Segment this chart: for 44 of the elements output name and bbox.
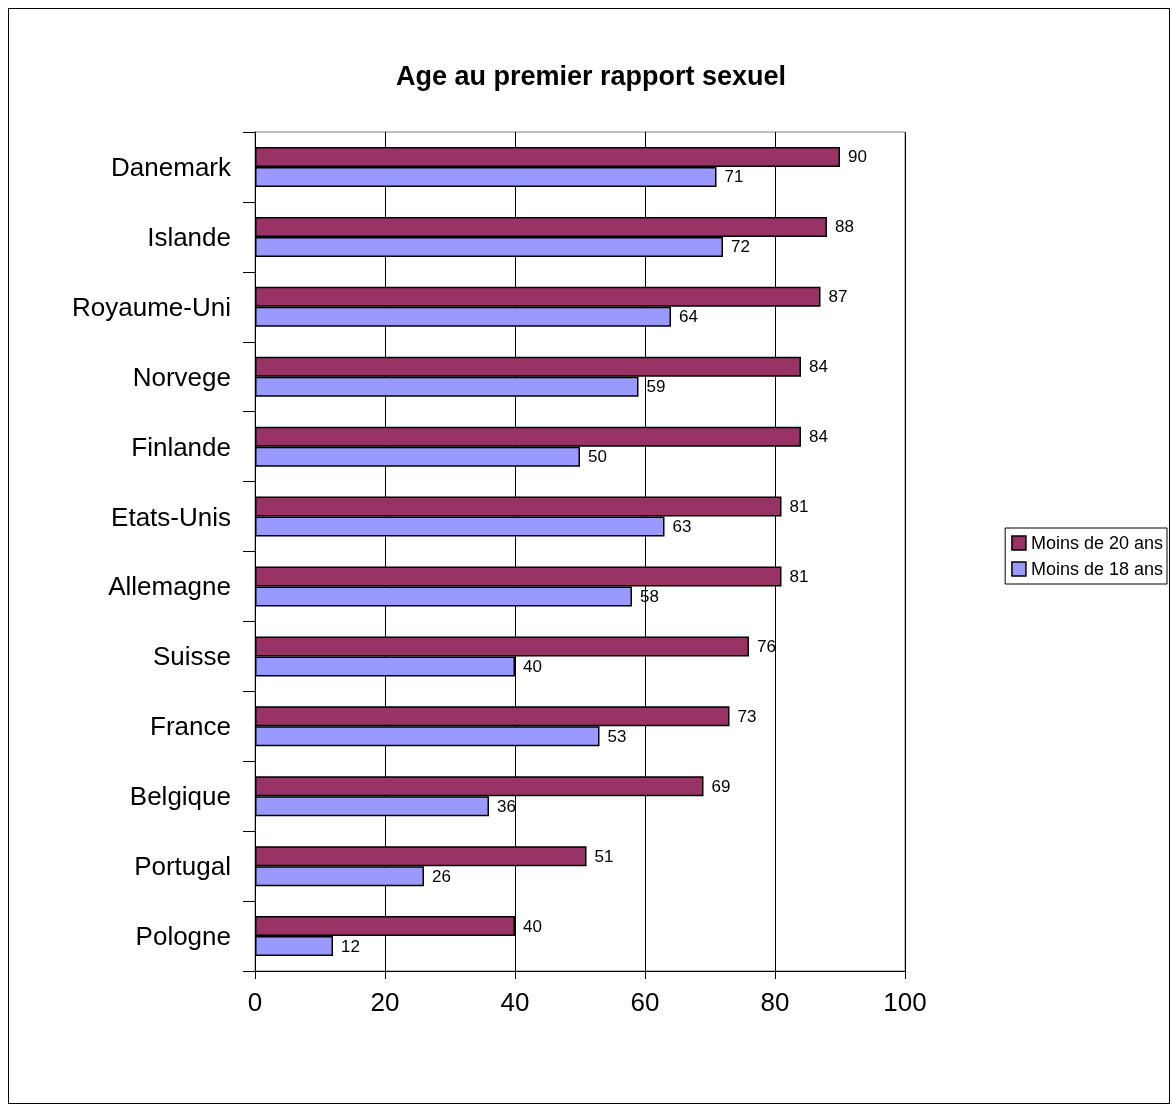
y-tick-label: Pologne: [135, 921, 231, 952]
data-label: 81: [789, 566, 809, 586]
data-label: 69: [711, 776, 731, 796]
chart-title: Age au premier rapport sexuel: [395, 60, 787, 91]
data-label: 84: [809, 427, 828, 447]
x-tick-label: 0: [247, 987, 263, 1017]
data-label: 71: [724, 167, 744, 187]
y-tick-label: Danemark: [111, 151, 232, 182]
data-label: 81: [789, 497, 809, 517]
y-tick-label: Finlande: [131, 431, 231, 462]
legend-label: Moins de 18 ans: [1030, 559, 1164, 579]
data-label: 40: [523, 916, 542, 936]
y-tick-label: Allemagne: [108, 571, 231, 602]
data-label: 72: [731, 237, 750, 257]
data-label: 64: [679, 307, 698, 327]
data-label: 87: [828, 287, 848, 307]
x-tick-label: 60: [630, 987, 660, 1017]
data-label: 12: [341, 936, 360, 956]
data-label: 84: [809, 357, 828, 377]
y-tick-label: Suisse: [152, 641, 231, 672]
data-label: 76: [757, 636, 776, 656]
data-label: 36: [497, 796, 516, 816]
y-tick-label: Islande: [147, 221, 231, 252]
data-label: 50: [588, 447, 607, 467]
y-tick-label: Portugal: [134, 851, 231, 882]
data-label: 90: [848, 147, 867, 167]
x-tick-label: 100: [883, 987, 927, 1017]
y-tick-label: Etats-Unis: [111, 501, 231, 532]
y-tick-label: Belgique: [129, 781, 231, 812]
y-tick-label: Norvege: [132, 361, 231, 392]
x-tick-label: 20: [370, 987, 400, 1017]
data-label: 26: [432, 866, 451, 886]
data-label: 53: [607, 726, 627, 746]
data-label: 73: [737, 706, 757, 726]
x-tick-label: 80: [760, 987, 790, 1017]
data-label: 51: [594, 846, 614, 866]
data-label: 88: [835, 217, 854, 237]
data-label: 63: [672, 517, 692, 537]
x-tick-label: 40: [500, 987, 530, 1017]
data-label: 40: [523, 656, 542, 676]
legend-label: Moins de 20 ans: [1030, 533, 1164, 553]
y-tick-label: France: [150, 711, 231, 742]
data-label: 59: [646, 377, 666, 397]
y-tick-label: Royaume-Uni: [72, 291, 231, 322]
